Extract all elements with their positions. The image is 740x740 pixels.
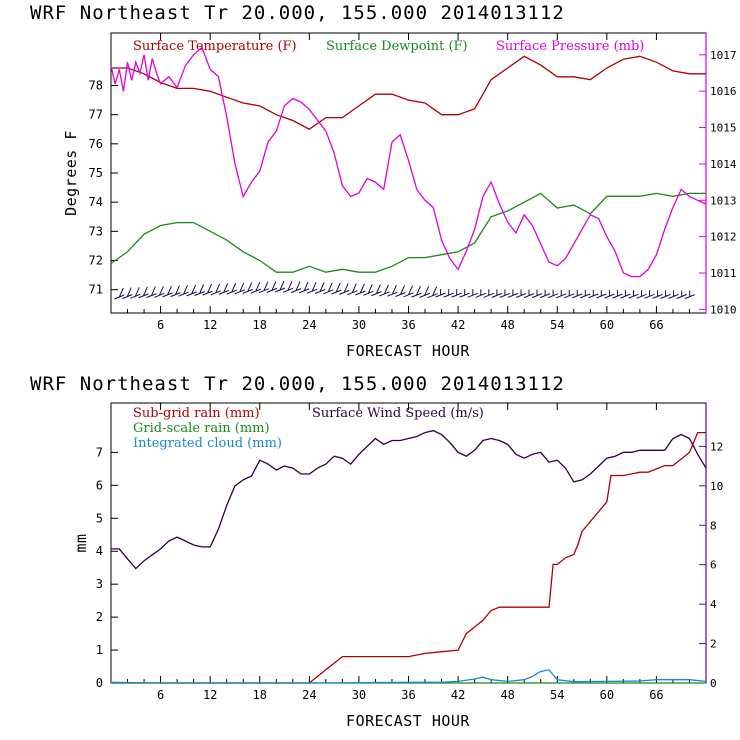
legend-surface-wind-speed: Surface Wind Speed (m/s) [312,406,484,421]
bottom-series [110,429,707,684]
y-tick-label: 78 [89,79,103,93]
y-tick-label: 76 [89,137,103,151]
x-tick-label: 66 [649,688,663,702]
legend-subgrid-rain: Sub-grid rain (mm) [133,406,260,421]
y2-tick-label: 1016 [710,85,737,98]
x-tick-label: 48 [500,318,514,332]
wind-barbs [114,280,695,300]
top-chart-title: WRF Northeast Tr 20.000, 155.000 2014013… [30,2,565,24]
y2-tick-label: 1011 [710,267,737,280]
series-line-1 [110,192,706,273]
y2-tick-label: 4 [710,598,717,611]
wind-barb-glyphs [114,280,695,300]
x-tick-label: 24 [302,318,316,332]
top-y-axis-label: Degrees F [62,130,80,216]
y-tick-label: 3 [96,577,103,591]
y2-tick-label: 1010 [710,303,737,316]
y2-tick-label: 1017 [710,49,737,62]
bottom-chart-title: WRF Northeast Tr 20.000, 155.000 2014013… [30,373,565,395]
series-line-2 [110,669,707,684]
x-tick-label: 30 [352,318,366,332]
top-ticks: 6 12 18 24 30 36 42 48 54 60 66 71 72 73 74 75 76 77 78 101… [89,33,737,332]
y-tick-label: 0 [96,676,103,690]
x-tick-label: 24 [302,688,316,702]
x-tick-label: 6 [157,318,164,332]
x-tick-label: 36 [401,688,415,702]
y2-tick-label: 10 [710,480,723,493]
y-tick-label: 6 [96,478,103,492]
y-tick-label: 75 [89,166,103,180]
x-tick-label: 36 [401,318,415,332]
y-tick-label: 7 [96,445,103,459]
x-tick-label: 12 [203,688,217,702]
series-line-3 [111,429,707,570]
top-series [110,46,707,278]
x-tick-label: 30 [352,688,366,702]
y2-tick-label: 8 [710,519,717,532]
bottom-y-axis-label: mm [72,533,90,552]
y2-tick-label: 0 [710,677,717,690]
x-tick-label: 66 [649,318,663,332]
top-x-axis-label: FORECAST HOUR [346,342,470,360]
y-tick-label: 5 [96,511,103,525]
y-tick-label: 71 [89,283,103,297]
y2-tick-label: 6 [710,559,717,572]
x-tick-label: 60 [600,688,614,702]
y-tick-label: 72 [89,254,103,268]
x-tick-label: 12 [203,318,217,332]
y2-tick-label: 12 [710,440,723,453]
y-tick-label: 77 [89,108,103,122]
legend-integrated-cloud: Integrated cloud (mm) [133,436,282,451]
y-tick-label: 74 [89,195,103,209]
x-tick-label: 54 [550,688,564,702]
x-tick-label: 60 [600,318,614,332]
x-tick-label: 42 [451,318,465,332]
x-tick-label: 48 [500,688,514,702]
y-tick-label: 2 [96,610,103,624]
y2-tick-label: 1014 [710,158,737,171]
y2-tick-label: 2 [710,638,717,651]
y2-tick-label: 1013 [710,194,737,207]
y2-tick-label: 1012 [710,231,737,244]
series-line-0 [111,55,706,130]
y-tick-label: 1 [96,643,103,657]
bottom-x-axis-label: FORECAST HOUR [346,712,470,730]
y-tick-label: 4 [96,544,103,558]
x-tick-label: 54 [550,318,564,332]
y2-tick-label: 1015 [710,122,737,135]
legend-surface-dewpoint: Surface Dewpoint (F) [326,39,468,54]
x-tick-label: 6 [157,688,164,702]
top-plot-frame [110,32,707,314]
x-tick-label: 18 [253,318,267,332]
y-tick-label: 73 [89,224,103,238]
x-tick-label: 42 [451,688,465,702]
series-line-2 [110,46,707,278]
legend-surface-pressure: Surface Pressure (mb) [496,39,644,54]
legend-gridscale-rain: Grid-scale rain (mm) [133,421,270,436]
legend-surface-temperature: Surface Temperature (F) [133,39,297,54]
x-tick-label: 18 [253,688,267,702]
series-line-0 [111,431,706,684]
